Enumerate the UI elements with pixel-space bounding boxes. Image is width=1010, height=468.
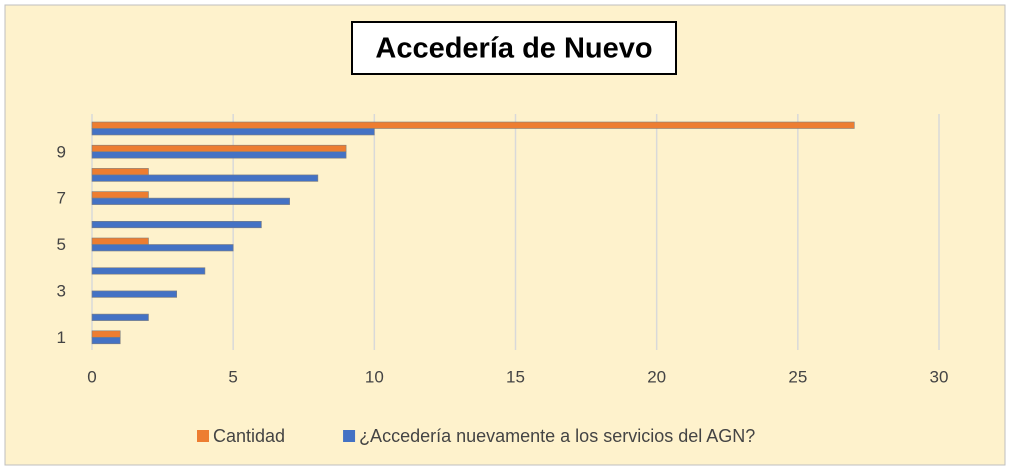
y-tick-label: 5 [57, 235, 66, 254]
legend-label: Cantidad [213, 426, 285, 446]
title-box [351, 21, 677, 75]
bar [91, 313, 149, 321]
x-tick-label: 25 [788, 367, 807, 386]
y-tick-label: 7 [57, 189, 66, 208]
bar [91, 221, 262, 229]
y-tick-label: 9 [57, 142, 66, 161]
x-tick-label: 0 [87, 367, 96, 386]
y-tick-label: 1 [57, 328, 66, 347]
bar [91, 144, 347, 152]
legend-swatch [343, 430, 356, 442]
x-tick-label: 10 [365, 367, 384, 386]
bar [91, 191, 149, 199]
chart-background [4, 4, 1006, 466]
bar [91, 267, 206, 275]
legend-label: ¿Accedería nuevamente a los servicios de… [359, 426, 755, 446]
x-tick-label: 5 [228, 367, 237, 386]
x-tick-label: 30 [930, 367, 949, 386]
bar [91, 290, 177, 298]
bar [91, 174, 319, 182]
bar [91, 336, 121, 345]
bar [91, 237, 149, 245]
bar [91, 330, 121, 338]
bar [91, 168, 149, 176]
bar [91, 244, 234, 252]
chart-title: Accedería de Nuevo [375, 33, 652, 65]
x-tick-label: 20 [647, 367, 666, 386]
bar [91, 151, 347, 159]
x-tick-label: 15 [506, 367, 525, 386]
bar [91, 128, 375, 136]
y-tick-label: 3 [57, 281, 66, 300]
legend-swatch [197, 430, 209, 442]
bar [91, 197, 290, 205]
bar [91, 121, 855, 129]
